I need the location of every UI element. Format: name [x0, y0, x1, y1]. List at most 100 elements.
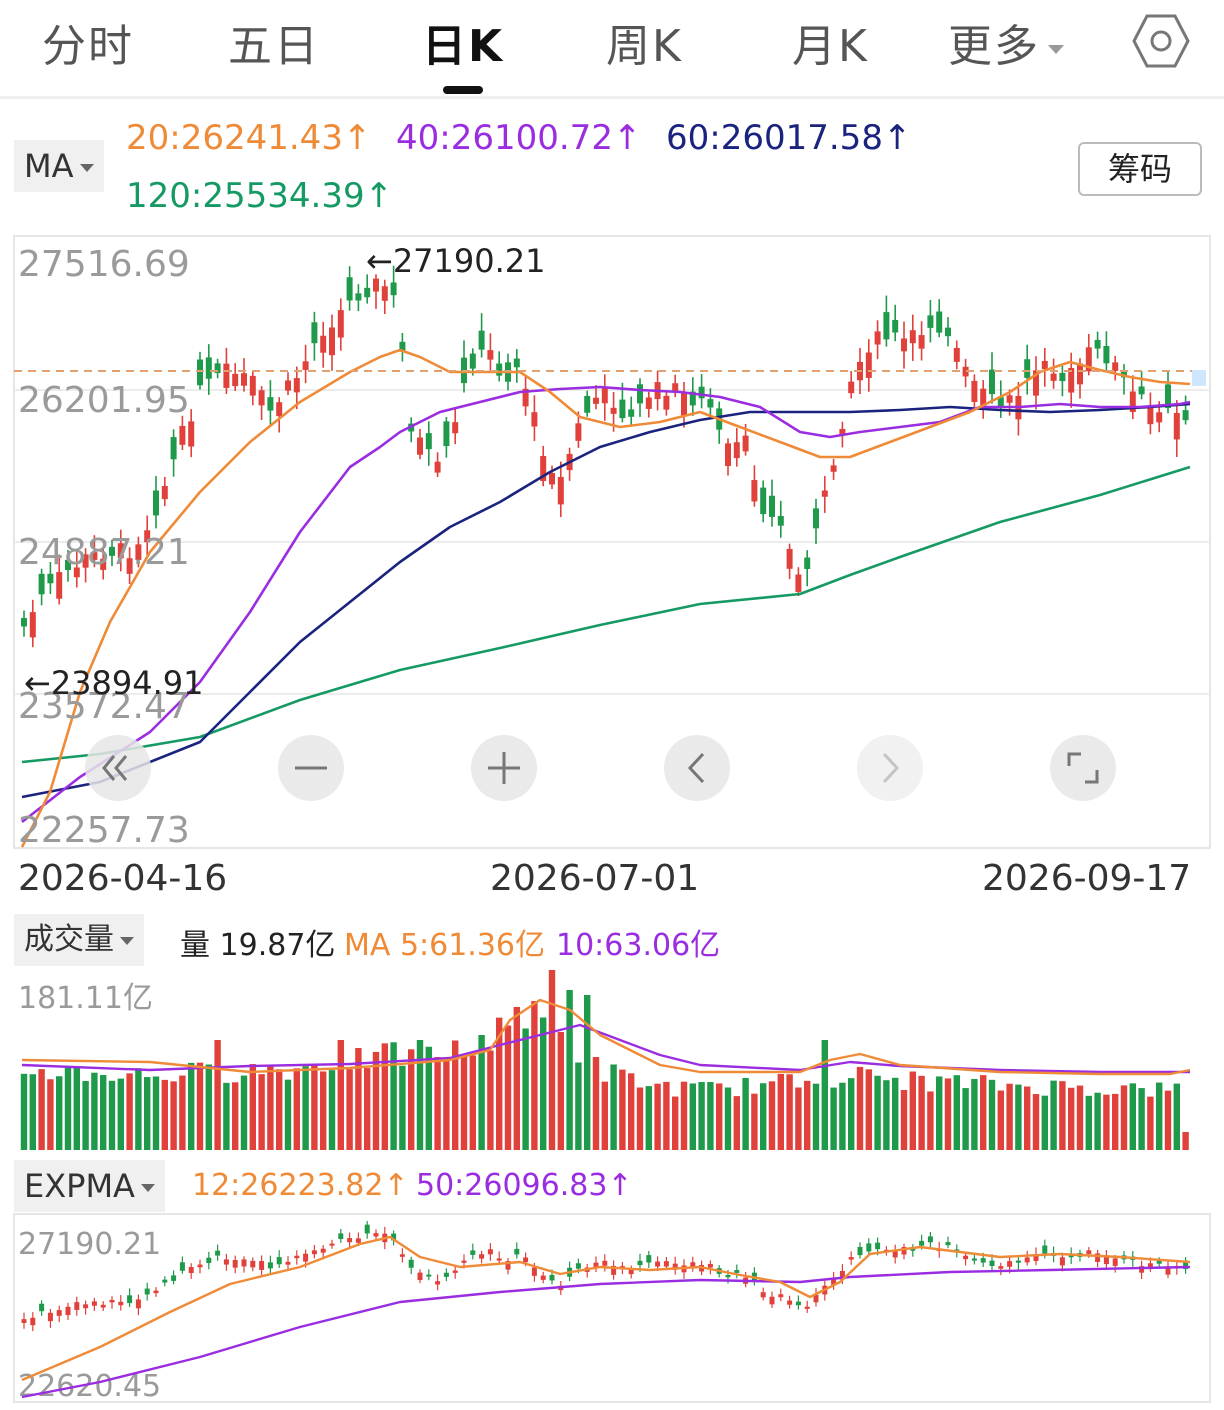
expma-candle-body: [74, 1302, 80, 1310]
candle-body: [21, 617, 27, 627]
volume-bar: [135, 1068, 142, 1150]
volume-bar: [689, 1083, 696, 1150]
candle-body: [971, 380, 978, 402]
y-tick-label: 22257.73: [18, 810, 190, 851]
ma120-line: [21, 465, 1191, 764]
scroll-left-fast-button[interactable]: [85, 735, 151, 801]
candle-body: [760, 487, 767, 515]
expma-candle-body: [1139, 1266, 1145, 1273]
volume-ma10-value: 10:63.06亿: [556, 928, 721, 963]
volume-bar: [311, 1065, 318, 1150]
volume-bar: [416, 1040, 424, 1150]
indicator-select-ma-label: MA: [24, 147, 74, 185]
expma-candle-body: [707, 1263, 713, 1268]
volume-bar: [1032, 1094, 1040, 1150]
candle-body: [153, 490, 159, 516]
active-tab-indicator: [443, 86, 483, 94]
candlestick-chart[interactable]: 27516.69 26201.95 24887.21 23572.47 2225…: [0, 232, 1224, 852]
candle-body: [663, 395, 670, 410]
tab-weekly-k[interactable]: 周K: [606, 21, 683, 72]
volume-bar: [20, 1073, 28, 1150]
expma-candle-body: [602, 1260, 608, 1266]
expma-candle-body: [655, 1261, 661, 1267]
expma-candle-body: [443, 1272, 449, 1277]
volume-bar: [997, 1090, 1004, 1150]
expma-candle-body: [1042, 1245, 1048, 1254]
volume-bar: [179, 1075, 186, 1150]
candle-body: [65, 559, 71, 570]
expma-candle-body: [760, 1292, 766, 1298]
candle-body: [733, 442, 740, 459]
candle-body: [689, 391, 696, 406]
scroll-left-button[interactable]: [664, 735, 730, 801]
volume-bar: [575, 1062, 582, 1150]
expma-candle-body: [1086, 1250, 1092, 1254]
volume-bar: [320, 1071, 327, 1150]
expma-candle-body: [971, 1258, 977, 1261]
expma-chart[interactable]: 27190.21 22620.45: [0, 1212, 1224, 1408]
volume-bar: [962, 1088, 969, 1150]
expma-candle-body: [417, 1272, 423, 1281]
volume-chart: 181.11亿: [18, 970, 1191, 1150]
tab-intraday[interactable]: 分时: [42, 21, 134, 72]
tab-five-day[interactable]: 五日: [228, 21, 320, 72]
volume-bar: [663, 1081, 670, 1150]
expma-candle-body: [1156, 1260, 1162, 1264]
candle-body: [901, 338, 907, 352]
volume-bar: [1085, 1095, 1092, 1150]
expand-icon: [1067, 752, 1099, 784]
volume-bar: [1041, 1095, 1048, 1150]
candle-body: [1182, 410, 1189, 421]
volume-bar: [830, 1087, 837, 1150]
volume-ma5-line: [21, 998, 1191, 1076]
volume-bar: [355, 1048, 362, 1150]
candle-body: [1024, 359, 1031, 378]
volume-bar: [56, 1076, 63, 1150]
candle-body: [707, 399, 714, 408]
candle-body: [725, 443, 731, 467]
candle-body: [425, 433, 432, 450]
candle-body: [593, 397, 599, 404]
candle-body: [874, 331, 881, 345]
candle-body: [91, 552, 98, 560]
volume-bar: [108, 1080, 116, 1150]
expma-candle-body: [1165, 1266, 1171, 1275]
settings-icon[interactable]: [1132, 12, 1190, 70]
zoom-in-button[interactable]: [471, 735, 537, 801]
candle-body: [601, 387, 608, 404]
fullscreen-button[interactable]: [1050, 735, 1116, 801]
volume-bar: [82, 1081, 89, 1150]
volume-bar: [988, 1079, 996, 1150]
candle-body: [786, 548, 793, 569]
chips-distribution-button[interactable]: 筹码: [1078, 142, 1202, 196]
candle-body: [170, 437, 177, 460]
expma-candle-body: [364, 1224, 370, 1234]
volume-bar: [1068, 1087, 1075, 1150]
volume-bar: [47, 1079, 54, 1150]
expma-candle-body: [804, 1306, 810, 1309]
expma-candle-body: [927, 1236, 933, 1243]
indicator-select-expma[interactable]: EXPMA: [14, 1160, 165, 1212]
volume-y-max-label: 181.11亿: [18, 981, 153, 1016]
expma-candle-body: [232, 1260, 238, 1268]
volume-bar: [126, 1073, 133, 1150]
zoom-out-button[interactable]: [278, 735, 344, 801]
candle-body: [1094, 339, 1101, 349]
candle-body: [214, 363, 221, 374]
volume-bar: [1015, 1084, 1022, 1150]
volume-bar: [716, 1083, 723, 1150]
volume-bar: [196, 1062, 204, 1150]
expma-candle-body: [479, 1254, 485, 1259]
candle-body: [892, 319, 899, 333]
tab-daily-k[interactable]: 日K: [422, 21, 505, 72]
expma-candle-body: [910, 1248, 916, 1251]
scroll-right-button[interactable]: [857, 735, 923, 801]
candle-body: [1041, 360, 1048, 370]
indicator-select-ma[interactable]: MA: [14, 140, 104, 192]
volume-bar: [707, 1082, 714, 1150]
expma-candle-body: [259, 1261, 265, 1270]
candle-body: [487, 350, 494, 360]
tab-more[interactable]: 更多: [948, 10, 1064, 74]
tab-monthly-k[interactable]: 月K: [792, 21, 869, 72]
indicator-select-volume[interactable]: 成交量: [14, 914, 144, 966]
